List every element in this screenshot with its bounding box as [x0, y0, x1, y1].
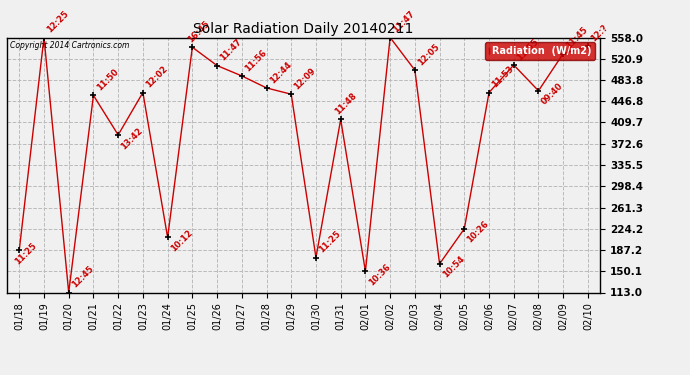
Text: 12:25: 12:25: [46, 9, 70, 34]
Text: 11:25: 11:25: [13, 241, 39, 266]
Text: 10:26: 10:26: [466, 219, 491, 245]
Text: 11:50: 11:50: [95, 67, 120, 93]
Text: 13:42: 13:42: [119, 126, 145, 151]
Text: 11:25: 11:25: [317, 229, 342, 255]
Text: 11:53: 11:53: [491, 64, 515, 90]
Text: 12:05: 12:05: [416, 42, 442, 67]
Text: 12:02: 12:02: [144, 64, 170, 90]
Text: 12:09: 12:09: [293, 66, 317, 92]
Text: 09:40: 09:40: [540, 82, 565, 107]
Text: 12:44: 12:44: [268, 60, 293, 85]
Text: 11:45: 11:45: [564, 25, 590, 51]
Text: 16:45: 16:45: [186, 19, 212, 44]
Text: 10:54: 10:54: [441, 255, 466, 280]
Text: 11:48: 11:48: [333, 91, 359, 117]
Text: 12:45: 12:45: [70, 264, 95, 290]
Legend: Radiation  (W/m2): Radiation (W/m2): [485, 42, 595, 60]
Text: 11:55: 11:55: [515, 37, 540, 62]
Text: 12:?: 12:?: [589, 23, 609, 43]
Text: 10:36: 10:36: [366, 262, 392, 287]
Text: 11:56: 11:56: [243, 48, 268, 73]
Text: 11:47: 11:47: [218, 38, 244, 63]
Text: Copyright 2014 Cartronics.com: Copyright 2014 Cartronics.com: [10, 41, 129, 50]
Text: 10:12: 10:12: [169, 228, 194, 254]
Text: 11:47: 11:47: [391, 9, 417, 34]
Title: Solar Radiation Daily 20140211: Solar Radiation Daily 20140211: [193, 22, 414, 36]
